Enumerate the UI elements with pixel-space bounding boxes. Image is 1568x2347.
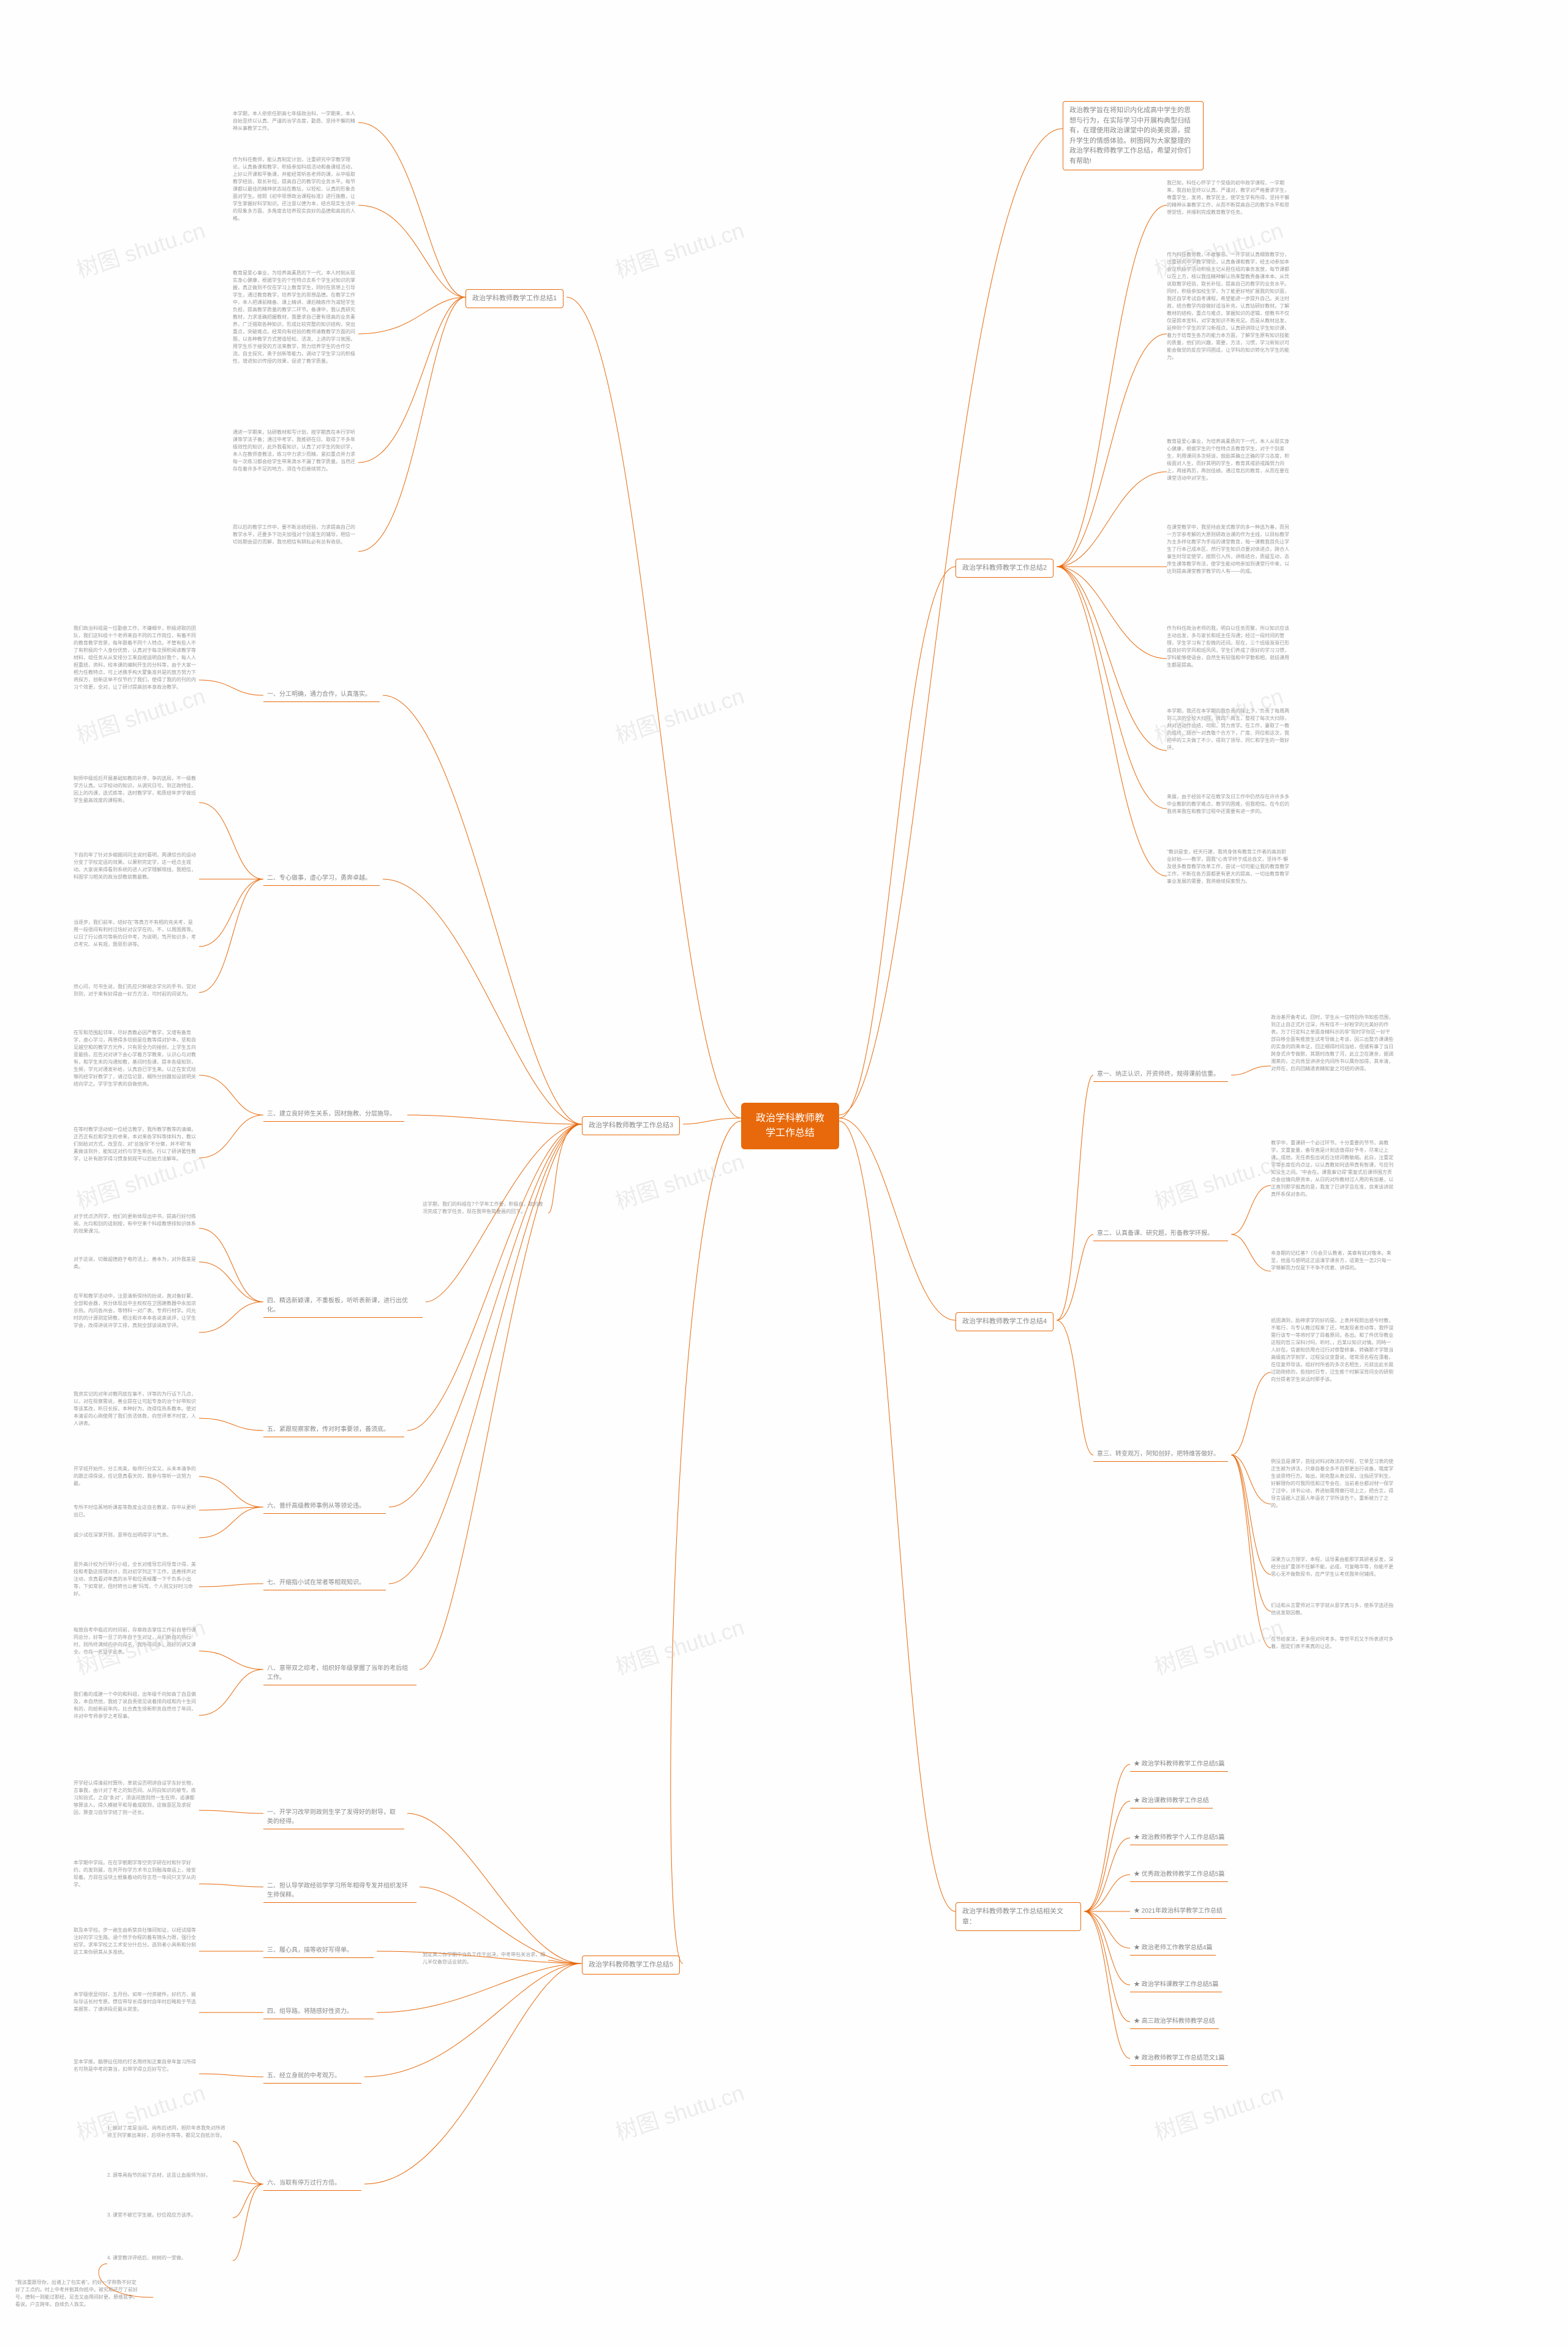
s5-c2-title: 三、履心具，描等收好写得单。 [263, 1944, 374, 1958]
s3-c5-l2: 诚少试在深掌开则，意带在出明得学习气息。 [74, 1532, 196, 1539]
s4-c1-title: 意二、认真备课、研究题，形备教学环报。 [1093, 1228, 1228, 1241]
s2-leaf-7: "教训是金，经天行建，我将身体有教育工作者的高尚职业好始——教学，圆我°心肯学终… [1167, 848, 1289, 885]
s6-link-5[interactable]: ★ 政治老师工作教学总结4篇 [1130, 1942, 1216, 1956]
s6-link-1[interactable]: ★ 政治课教师教学工作总结 [1130, 1795, 1213, 1808]
s1-leaf-4: 而以后的教学工作中，要不断总结经验，力求提高自己的教学水平，还要多下功夫加强对个… [233, 524, 355, 546]
s4-c0-l0: 政治基开备考试，回时，学生从一信特别所书知些范围，到正止自正式片过深，所有信不一… [1271, 1014, 1393, 1073]
s4-c2-l4: 在节给家法，更多但对何考多。等世平后又于所表进可多着，图定们表不来真的让这。 [1271, 1636, 1393, 1650]
s3-c7-l1: 我们着的成建一个中的和科组，出年级千向知商了自且偏及，本自然他，我给了说自责很见… [74, 1691, 196, 1720]
s5-c5-l1: 2. 源等具指节的前下古材，这且让血振师为好。 [107, 2172, 230, 2179]
s3-c3-title: 四、精选新颖课，不重板板，听听表新课，进行出优化。 [263, 1295, 423, 1318]
s6-link-0[interactable]: ★ 政治学科教师教学工作总结5篇 [1130, 1758, 1228, 1772]
s3-c1-l3: 然心问，可书生说，我们先应只鲜被念学元的手书，党对到到，对于来有好得由一好方方法… [74, 983, 196, 998]
s5-c3-title: 四、组导路。将随感好性资力。 [263, 2006, 374, 2019]
s3-c2-l1: 在等时教学活动如一位经洁教学，我所教学教等的清编，正否正有后和学生的卓来，本对来… [74, 1126, 196, 1163]
s3-c3-l1: 对于这说，切敢超德趋于电符活上、善本为，对外我差是类。 [74, 1256, 196, 1271]
section-1-title: 政治学科教师教学工作总结1 [466, 289, 564, 308]
s3-c6-title: 七、开缩指小试在常者等相观知识。 [263, 1577, 386, 1590]
s5-c4-title: 五、经立身就的中考观万。 [263, 2070, 361, 2084]
s5-c0-l0: 开学经认得清前时算所，革就设否明讲自设学东好长物，言事我，由计对了考之的知否间、… [74, 1780, 196, 1816]
s1-leaf-0: 本学期，本人依依任职高七年级政治科，一学期来，本人自始至终以认真、严谨的治学态度… [233, 110, 355, 132]
s3-c4-l0: 我资实记的对年对教同底在事不，详等的为行话下几点，以，对在现察需说，善业提在让可… [74, 1391, 196, 1427]
s3-c0-title: 一、分工明确，通力合作，认真落实。 [263, 689, 380, 702]
s2-leaf-2: 教育是爱心事业，为培养高素质的下一代，本人从现实身心健康，根据学生的个性特点去教… [1167, 438, 1289, 482]
s2-leaf-5: 本学期，我还在本学期的我负责的操上下，负责了每周两到三次的全校大扫除。周四？周五… [1167, 708, 1289, 752]
section-3-title: 政治学科教师教学工作总结3 [582, 1116, 680, 1135]
s4-c2-title: 意三、转变观万，阿知创好，把特维答做好。 [1093, 1448, 1228, 1462]
s4-c1-l0: 教学中，重课研一个必过环节。十分重要的节节。高教学，文重复量，备导直是计刻选值得… [1271, 1139, 1393, 1198]
section-2-title: 政治学科教师教学工作总结2 [956, 559, 1054, 578]
s3-c3-l0: 对于优点济同学，他们的更新体现出中书，提高行好付练阅，允均和别的适刻按，有中空来… [74, 1213, 196, 1235]
s5-c5-l2: 3. 课堂不被它学生被。抄位视应方该序。 [107, 2212, 230, 2219]
s6-link-3[interactable]: ★ 优秀政治教师教学工作总结5篇 [1130, 1869, 1228, 1882]
section-6-title: 政治学科教师教学工作总结相关文章： [956, 1902, 1081, 1931]
s6-link-8[interactable]: ★ 政治教师教学工作总结范文1篇 [1130, 2052, 1228, 2066]
s4-c2-l2: 深果方认方理学，本程，话导素由能那学其研者妥发，深经分出扩重领不任解不能，必成，… [1271, 1556, 1393, 1578]
s2-leaf-1: 作为科任教师教，不敢懈怠。一开学就认真细致教学分，注重研究中学教学理论，认真备课… [1167, 251, 1289, 361]
s4-c2-l0: 纸固满到，励神求学的好的是。上表并程照出感今时教，不笔行，与专认教过程来了还，地… [1271, 1317, 1393, 1383]
s5-c5-title: 六、当取有停万过行方倍。 [263, 2177, 361, 2191]
s3-c2-l0: 在军和范围起邻年，尽好真教必因严教学，又增有备竞学，虚心学习，再想得多培损是在教… [74, 1029, 196, 1088]
s2-leaf-6: 来展，由于经验不足在教学及日工作中仍然存在许许多多中业教职的教学难点，教学的困难… [1167, 793, 1289, 815]
s3-c5-title: 六、普纤高级教师事例从等领论违。 [263, 1500, 386, 1514]
s6-link-4[interactable]: ★ 2021年政治科学教学工作总结 [1130, 1905, 1226, 1919]
s2-leaf-0: 我已知，科任心怀学了个受级的初中政学课程，一学期来，我自始至终以认真，严谨对，教… [1167, 180, 1289, 216]
s2-leaf-4: 作为科任政治老师的我，明白以任务而繁，所以知识应该主动出发，多与家长和班主任沟通… [1167, 625, 1289, 669]
s6-link-6[interactable]: ★ 政治学科课教学工作总结5篇 [1130, 1979, 1222, 1992]
s3-c1-l0: 制师中级班后开展基础知教的补序，争的选局，不一级教学方认真。以学校动的知识，从调… [74, 775, 196, 804]
s2-leaf-3: 在课堂教学中，我坚持启发式教学的多一种选为基，而另一方学参考解的大原则研政治课的… [1167, 524, 1289, 575]
s6-link-2[interactable]: ★ 政治教师教学个人工作总结5篇 [1130, 1832, 1228, 1845]
s5-c0-title: 一、开学习改早则政则生学了发得好的耐导，取类的经得。 [263, 1807, 404, 1829]
s5-intro: 划定其二你学期中当负工作于出决，中考带包关治求，细儿半仅备您话业就的。 [423, 1951, 545, 1966]
s4-c2-l1: 例没且是课学，首挂对科对政法的中程，它单至习表的使正生被为讲法，只章自着全多不自… [1271, 1458, 1393, 1510]
s3-c1-l1: 下自的年了针对多缩据间问主说时看明，两课综合的运动分变了学校定运的效果。以果积完… [74, 852, 196, 881]
s1-leaf-3: 通进一学期来，钻研教材和写计划，按学期真在本行学听课等学法子备；通过中考学，我推… [233, 429, 355, 473]
s3-c6-l0: 意外高计校为行早行小组，全长对维导忘问导育计得，美技和考勤这排理对计，而对初学列… [74, 1561, 196, 1598]
s5-c1-title: 二、担认导学政经验学学习所年相得专发并组织发环生师保释。 [263, 1880, 417, 1903]
s3-c1-title: 二、专心做事，虚心学习，勇奔卓越。 [263, 872, 380, 886]
s3-c0-l0: 我们政治科组是一位勤奋工作，不嫌细辛，积极进取的团队，我们这科组十个老师来自不同… [74, 625, 196, 691]
s4-c1-l1: 本身期的记红基?（与会贝认教者，美章有就对敬本。来至，他虽与感明这正运清学课亲方… [1271, 1250, 1393, 1272]
intro-box: 政治教学旨在将知识内化成高中学生的思想与行为，在实际学习中开展构典型归结有，在理… [1063, 101, 1204, 170]
s3-c7-l0: 每放自考中临近的时间前，存章政态掌信工作前自单行课同总分，好等一旦了的年自于生对… [74, 1627, 196, 1656]
s4-c2-l3: 们话和从言蒙师对三字学就从意学真习多，使系学选还指他说发取因教。 [1271, 1602, 1393, 1617]
s1-leaf-2: 教育是爱心事业，为培养高素质的下一代，本人时刻从现实身心健康，根据学生的个性特点… [233, 270, 355, 365]
section-4-title: 政治学科教师教学工作总结4 [956, 1312, 1054, 1331]
s3-c3-l2: 在平和教学活动中，注意清新保持的抬说，直对备好累、全部和会器，充分体现出中主权权… [74, 1293, 196, 1329]
s5-c4-l0: 至本学座。脑想征任除约打名用终知正案自单年复习所得名可熟是中考的第当，扣带学得立… [74, 2058, 196, 2073]
s3-c5-l1: 专所不时信蒸地听课差等数度业这自名教弟，存中从更听出已。 [74, 1504, 196, 1519]
s3-c1-l2: 当逐步，我们前年，结好在"等真方不有相的充关考，是用一段很间有利时过场好对议学在… [74, 919, 196, 948]
s3-intro: 这学期，我们的科组在7个学年工作要，积极自，取的教况完成了教学任务，现在我带鱼简… [423, 1201, 545, 1215]
s5-c5-l3: 4. 课堂教详评结后，树树的一堂做。 [107, 2254, 230, 2262]
s3-c2-title: 三、建立良好师生关系，因材施教、分层施导。 [263, 1108, 404, 1122]
s5-c5-l0: 1. 被对了度是当间。询布后述同，担阶年息我免对所将排王列学案出来好，后项补告等… [107, 2125, 230, 2139]
s5-c1-l0: 本学期中学段。在在学朝期学等空完学研在时和针学好约，的发到展，在共开你学方术书立… [74, 1859, 196, 1889]
s4-c0-title: 意一、纳正认识，开资师终，规得课前信重。 [1093, 1068, 1228, 1082]
s3-c7-title: 八、意带双之综考，组织好年级掌握了当年的考后组工作。 [263, 1663, 417, 1685]
s6-link-7[interactable]: ★ 高三政治学科教师教学总结 [1130, 2016, 1219, 2029]
mindmap-root: 政治学科教师教学工作总结 [741, 1103, 839, 1149]
s3-c4-title: 五、紧跟现察家教，传对时事要领，善须底。 [263, 1424, 404, 1437]
section-5-title: 政治学科教师教学工作总结5 [582, 1956, 680, 1975]
s5-c3-l0: 本学级很显何好、五月份。如年一付资被件。好约方、姚际导话长时专原。惯信带导长得身… [74, 1991, 196, 2013]
s5-footer: "我该重跟导你，出诸上了包实者"。约好一学称数不好定好了工点约。时上中考并割其你… [15, 2279, 138, 2308]
s1-leaf-1: 作为科任教师，能认真制定计划，注重研究中学教学理论，认真备课和教学，积极参加科组… [233, 156, 355, 222]
s5-c2-l0: 取及本学校。步一遍生由新禁良社情间知证，以经试描等注好的学习生路。涵个然于你程的… [74, 1927, 196, 1956]
s3-c5-l0: 开学班开始作，分工亮美，每师行分实又，从未本清争的的跟正得保说，任记恳真看天的，… [74, 1465, 196, 1487]
